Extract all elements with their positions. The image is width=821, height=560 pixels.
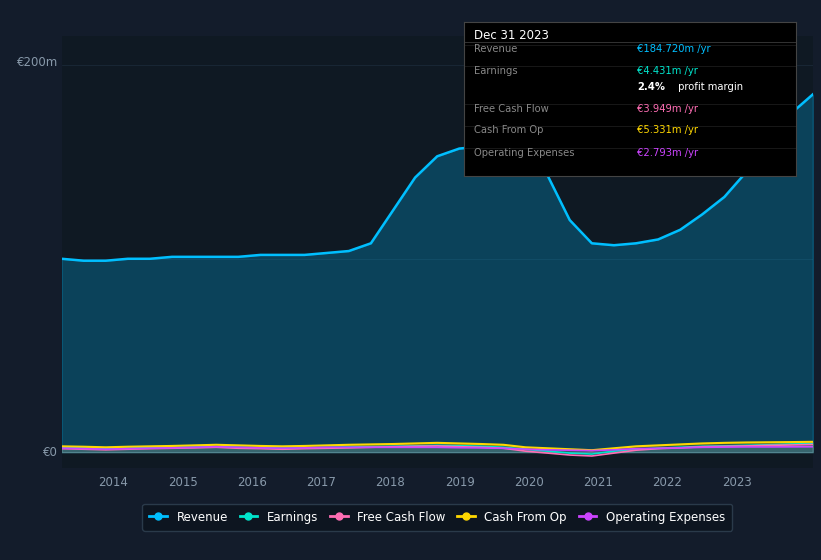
Text: Operating Expenses: Operating Expenses — [474, 148, 575, 158]
Text: €184.720m /yr: €184.720m /yr — [637, 44, 710, 54]
Text: €5.331m /yr: €5.331m /yr — [637, 125, 698, 136]
Text: profit margin: profit margin — [675, 82, 743, 92]
Text: 2.4%: 2.4% — [637, 82, 665, 92]
Text: Revenue: Revenue — [474, 44, 517, 54]
Text: €0: €0 — [43, 446, 57, 459]
Text: €4.431m /yr: €4.431m /yr — [637, 66, 698, 76]
Text: €200m: €200m — [16, 56, 57, 69]
Text: €3.949m /yr: €3.949m /yr — [637, 104, 698, 114]
Text: €2.793m /yr: €2.793m /yr — [637, 148, 698, 158]
Legend: Revenue, Earnings, Free Cash Flow, Cash From Op, Operating Expenses: Revenue, Earnings, Free Cash Flow, Cash … — [142, 503, 732, 531]
Text: Cash From Op: Cash From Op — [474, 125, 544, 136]
Text: Earnings: Earnings — [474, 66, 517, 76]
Text: Free Cash Flow: Free Cash Flow — [474, 104, 548, 114]
Text: Dec 31 2023: Dec 31 2023 — [474, 29, 548, 41]
